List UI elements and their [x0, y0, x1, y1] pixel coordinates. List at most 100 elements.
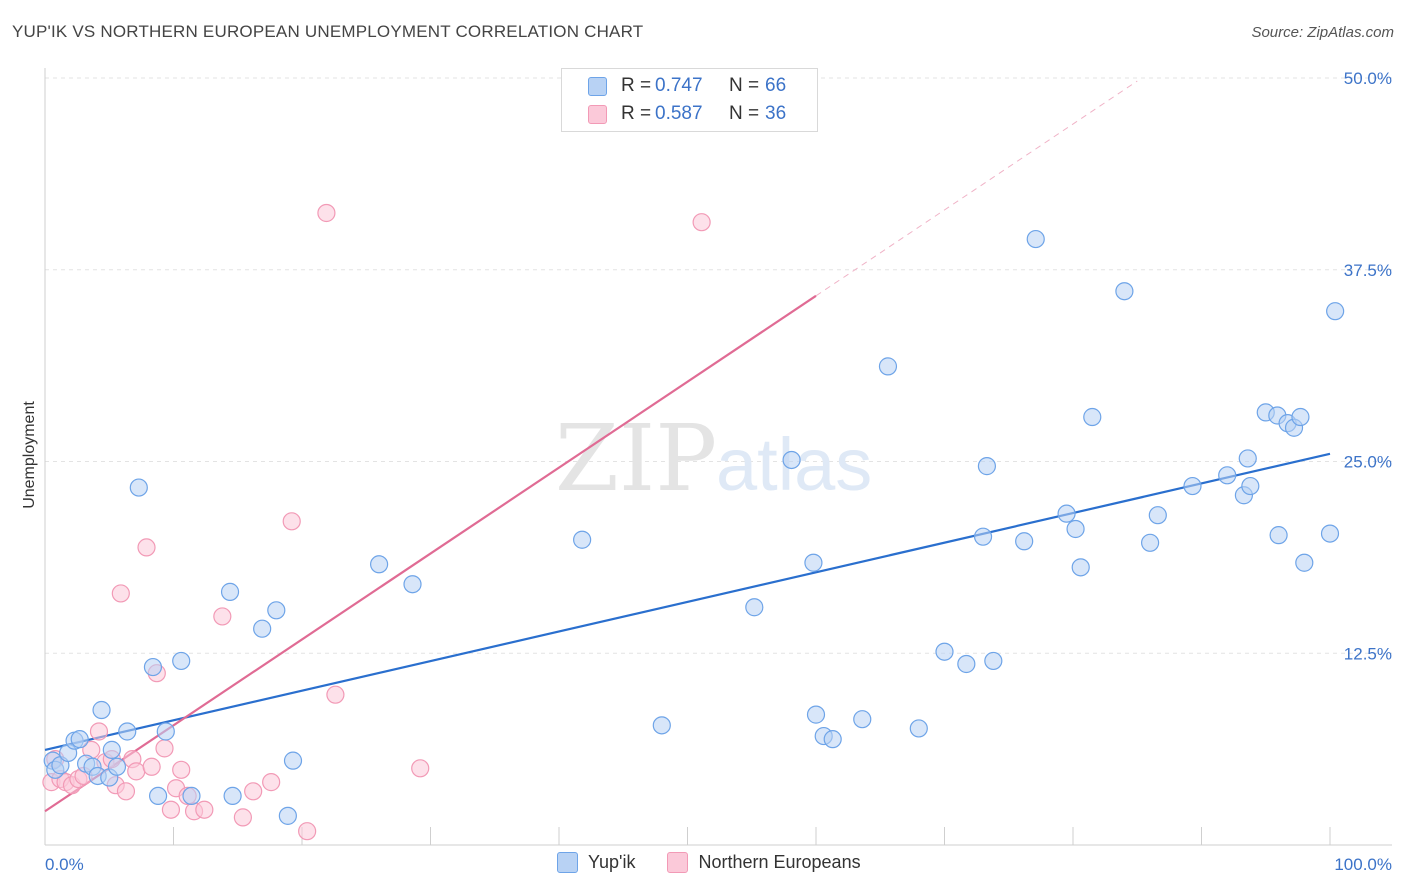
point-northern: [411, 759, 430, 778]
point-northern: [213, 607, 232, 626]
point-yupik: [973, 527, 993, 546]
axes: [44, 68, 1392, 846]
point-northern: [137, 538, 156, 557]
point-northern: [692, 213, 711, 232]
legend-row-yupik: R = 0.747 N = 66: [588, 75, 786, 97]
legend-r-value-northern: 0.587: [655, 103, 703, 124]
point-yupik: [267, 601, 286, 620]
point-yupik: [878, 357, 898, 376]
legend-r-value-yupik: 0.747: [655, 75, 703, 96]
point-yupik: [823, 730, 842, 749]
point-yupik: [223, 786, 242, 806]
point-yupik: [1269, 526, 1288, 545]
point-yupik: [102, 740, 121, 759]
point-yupik: [1183, 476, 1202, 496]
point-yupik: [1026, 229, 1045, 249]
legend-n-value-yupik: 66: [765, 75, 787, 96]
point-yupik: [957, 654, 976, 674]
point-northern: [317, 203, 336, 223]
point-northern: [127, 762, 146, 781]
trend-line-extension: [815, 80, 1138, 297]
point-yupik: [129, 478, 148, 497]
point-yupik: [1066, 519, 1085, 539]
legend-swatch-yupik: [588, 76, 607, 96]
point-yupik: [1083, 407, 1102, 427]
point-yupik: [745, 598, 764, 617]
legend-n-label: N =: [729, 75, 760, 96]
legend-swatch-northern: [667, 852, 689, 873]
y-tick-label: 50.0%: [1344, 69, 1392, 88]
x-tick-label-min: 0.0%: [45, 855, 84, 874]
grid: [45, 77, 1392, 654]
point-yupik: [220, 582, 240, 601]
point-yupik: [984, 651, 1003, 671]
point-yupik: [573, 530, 592, 549]
point-yupik: [1326, 302, 1345, 321]
point-yupik: [977, 457, 997, 476]
watermark-zip: ZIP: [555, 405, 717, 512]
point-yupik: [935, 642, 954, 661]
point-northern: [89, 722, 109, 741]
point-yupik: [1320, 524, 1340, 543]
legend-row-northern: R = 0.587 N = 36: [588, 103, 786, 125]
point-yupik: [107, 757, 127, 776]
point-yupik: [1057, 504, 1076, 523]
legend-item-northern: Northern Europeans: [667, 852, 861, 873]
point-yupik: [853, 710, 872, 729]
point-yupik: [143, 657, 163, 677]
point-northern: [161, 800, 181, 819]
point-yupik: [370, 555, 389, 574]
legend-r-label: R =: [621, 75, 652, 96]
point-yupik: [1115, 282, 1134, 301]
legend-r-label: R =: [621, 103, 652, 124]
chart-title: YUP'IK VS NORTHERN EUROPEAN UNEMPLOYMENT…: [12, 22, 644, 41]
point-yupik: [118, 722, 137, 741]
tick-labels: 12.5% 25.0% 37.5% 50.0% 0.0% 100.0%: [45, 69, 1392, 874]
point-yupik: [1238, 449, 1257, 468]
point-yupik: [782, 450, 801, 470]
point-yupik: [804, 553, 823, 572]
trend-lines: [44, 80, 1331, 813]
point-yupik: [70, 730, 89, 749]
point-yupik: [1140, 533, 1160, 552]
point-yupik: [806, 705, 826, 724]
point-northern: [282, 512, 301, 531]
point-northern: [326, 685, 345, 704]
point-northern: [262, 773, 281, 792]
series-legend: Yup'ik Northern Europeans: [557, 852, 893, 873]
point-northern: [116, 782, 136, 801]
y-tick-label: 37.5%: [1344, 261, 1392, 280]
legend-label-yupik: Yup'ik: [588, 852, 636, 872]
point-yupik: [403, 575, 422, 594]
point-yupik: [283, 751, 303, 770]
point-yupik: [182, 786, 201, 806]
legend-swatch-yupik: [557, 852, 578, 873]
legend-swatch-northern: [588, 104, 607, 124]
point-northern: [195, 800, 214, 819]
point-yupik: [1291, 407, 1310, 427]
x-tick-label-max: 100.0%: [1334, 855, 1392, 874]
point-yupik: [1241, 476, 1260, 496]
point-yupik: [1218, 466, 1237, 485]
y-tick-label: 25.0%: [1344, 453, 1392, 472]
point-yupik: [652, 716, 671, 735]
correlation-legend: R = 0.747 N = 66 R = 0.587 N = 36: [561, 68, 818, 132]
point-yupik: [1148, 506, 1167, 525]
point-yupik: [1295, 553, 1314, 572]
y-tick-label: 12.5%: [1344, 644, 1392, 663]
point-yupik: [1071, 558, 1090, 577]
point-northern: [111, 584, 130, 603]
legend-n-value-northern: 36: [765, 103, 787, 124]
trend-line-northern: [44, 294, 817, 813]
point-northern: [172, 760, 191, 779]
point-yupik: [909, 719, 928, 738]
point-northern: [244, 782, 263, 801]
point-yupik: [253, 619, 272, 638]
chart-source: Source: ZipAtlas.com: [1251, 24, 1394, 41]
point-northern: [233, 808, 252, 827]
point-yupik: [92, 700, 111, 720]
point-yupik: [1015, 532, 1034, 551]
legend-n-label: N =: [729, 103, 760, 124]
trend-line-yupik: [44, 452, 1331, 751]
